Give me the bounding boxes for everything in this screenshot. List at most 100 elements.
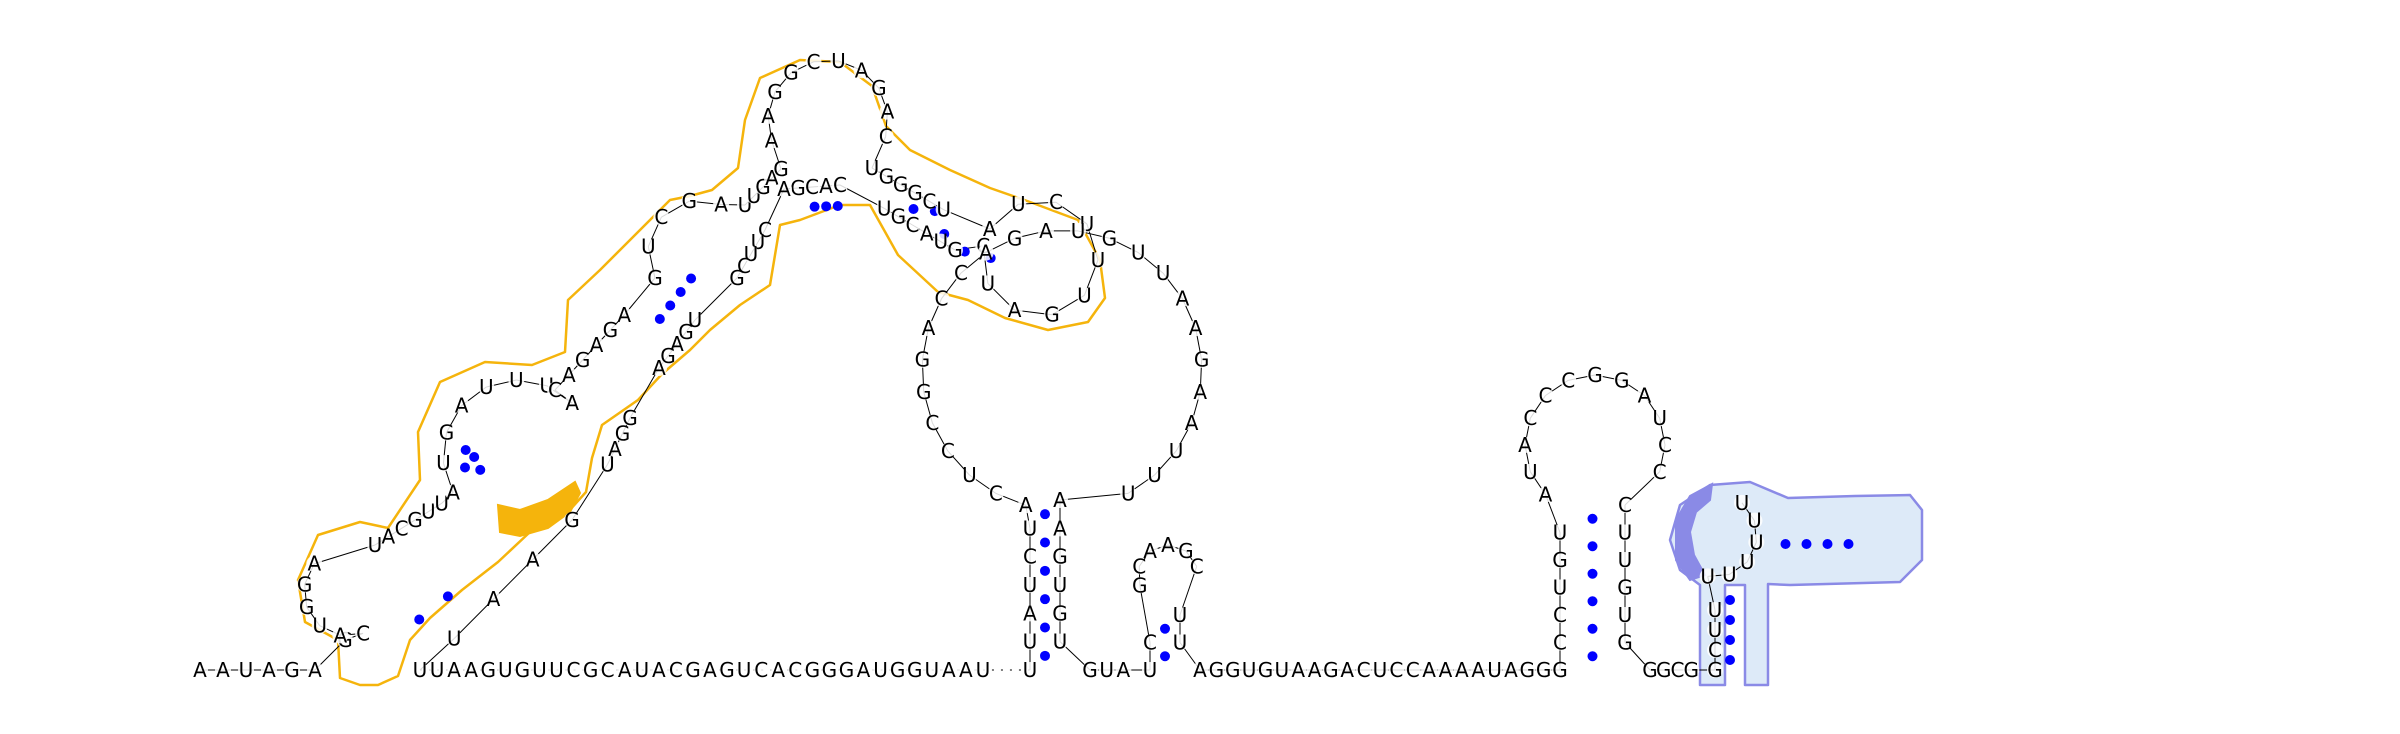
nucleotide-background [1101,230,1118,247]
nucleotide-background [1617,634,1633,651]
nucleotide-background [713,196,730,213]
backbone-segment [1139,585,1151,643]
nucleotide: G [1323,658,1339,682]
backbone-segment [1624,471,1661,506]
nucleotide-background [818,178,834,194]
base-pair-dot [832,201,843,211]
nucleotide-background [1193,351,1210,368]
nucleotide-background [1187,320,1204,337]
nucleotide-background [547,382,563,398]
nucleotide: C [1190,554,1204,578]
nucleotide: U [1749,530,1764,554]
backbone-segment [453,598,494,639]
nucleotide-background [497,662,514,678]
nucleotide-background [1707,622,1723,638]
nucleotide: U [934,230,949,254]
base-pair-dot [1587,513,1598,524]
nucleotide: U [430,658,445,682]
nucleotide: G [1258,658,1274,682]
nucleotide: A [1518,433,1532,457]
nucleotide: C [954,261,968,285]
nucleotide-background [296,576,313,593]
nucleotide: C [1653,460,1667,484]
base-pair-dot [675,287,686,297]
backbone-segment [532,519,573,560]
nucleotide-background [1437,662,1454,678]
nucleotide-background [767,83,784,100]
base-pair-markers [414,201,1854,665]
nucleotide-background [1047,194,1064,211]
nucleotide-background [763,132,780,149]
nucleotide-background [355,625,372,642]
nucleotide: A [307,552,321,576]
nucleotide: G [822,658,838,682]
nucleotide-background [987,485,1004,502]
nucleotide: A [1143,539,1157,563]
nucleotide: C [1389,658,1403,682]
nucleotide: G [1617,631,1633,655]
backbone-segment [1059,492,1129,501]
nucleotide: A [1471,658,1485,682]
base-pair-dot [460,445,471,456]
nucleotide-background [1172,607,1188,623]
nucleotide: A [1193,380,1207,404]
nucleotide-background [1453,662,1470,678]
nucleotide-background [1372,662,1388,678]
nucleotide: G [515,658,531,682]
nucleotide: A [1053,488,1067,512]
nucleotide: U [1740,550,1755,574]
nucleotide-background [870,80,887,97]
nucleotide: G [1656,658,1672,682]
nucleotide-background [1322,662,1339,678]
nucleotide-background [1142,634,1158,651]
base-pair-dot [1040,650,1050,661]
nucleotide: A [1638,384,1652,408]
nucleotide: U [421,500,436,524]
nucleotide: C [1049,190,1063,214]
nucleotide: U [1131,241,1146,265]
nucleotide-background [974,662,991,678]
nucleotide: G [439,420,455,444]
backbone-segment [629,367,660,419]
nucleotide: G [1044,303,1060,327]
nucleotide-background [660,348,676,364]
nucleotide-background [667,662,684,678]
nucleotide: C [1143,631,1157,655]
base-pair-dot [908,204,919,214]
nucleotide: G [893,173,909,197]
nucleotide: U [1700,564,1715,588]
nucleotide-background [1552,524,1568,541]
nucleotide: U [509,368,524,392]
nucleotide-background [1082,662,1098,678]
nucleotide: G [879,164,895,188]
nucleotide-background [1552,607,1568,623]
nucleotide: G [1225,658,1241,682]
nucleotide: C [669,658,683,682]
nucleotide-background [1522,410,1539,427]
nucleotide: A [1308,658,1322,682]
nucleotide-background [238,662,254,678]
base-pair-dot [442,591,453,602]
nucleotide: C [906,213,920,237]
nucleotide: A [777,177,791,201]
nucleotide-background [1404,662,1421,678]
nucleotide-background [915,383,932,400]
nucleotide-background [957,662,974,678]
nucleotide-background [729,270,745,286]
nucleotide: A [308,658,322,682]
nucleotide-background [1655,662,1672,678]
nucleotide-background [622,410,638,426]
nucleotide-background [1613,372,1630,389]
nucleotide-background [743,246,759,262]
nucleotide-background [804,179,820,195]
nucleotide: C [989,481,1003,505]
nucleotide-background [961,467,978,484]
nucleotide-background [906,662,923,678]
nucleotide: C [1708,638,1722,662]
nucleotide: A [1161,533,1175,557]
nucleotide: G [891,205,907,229]
nucleotide: U [1618,521,1633,545]
orange-loop-highlight [496,480,582,538]
nucleotide: C [754,658,768,682]
